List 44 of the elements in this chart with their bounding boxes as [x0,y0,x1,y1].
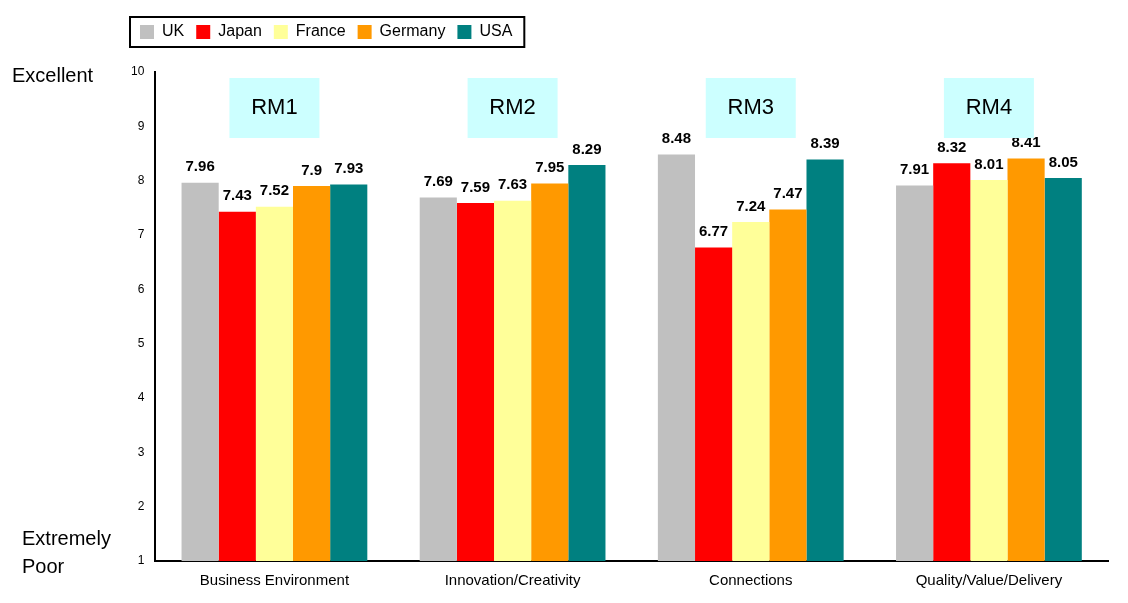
data-label: 8.05 [1048,152,1078,170]
annotation: RM3 [727,94,774,120]
data-label: 8.39 [810,134,840,152]
annotation: RM4 [965,94,1013,120]
x-tick-label: Quality/Value/Delivery [915,571,1063,589]
legend-label: Japan [218,22,262,40]
data-label: 8.01 [974,154,1004,172]
y-tick-label: 9 [137,118,145,133]
data-label: 7.96 [185,157,215,175]
data-label: 7.95 [535,158,565,176]
x-tick-label: Connections [709,571,793,589]
y-tick-label: 4 [137,390,145,405]
y-tick-label: 10 [130,64,145,79]
data-label: 7.9 [301,160,323,178]
data-label: 7.43 [222,186,252,204]
legend-label: UK [162,22,185,40]
text: Extremely Poor [22,526,111,577]
data-label: 7.24 [736,196,767,214]
data-label: 7.47 [773,184,803,202]
y-tick-label: 8 [137,172,145,187]
data-label: 7.52 [259,181,290,199]
data-label: 8.32 [937,137,967,155]
data-label: 7.59 [460,177,491,195]
data-label: 8.29 [572,139,602,157]
data-label: 6.77 [699,222,729,240]
data-label: 7.91 [900,160,930,178]
legend-label: Germany [379,22,446,40]
x-tick-label: Innovation/Creativity [444,571,582,589]
y-tick-label: 7 [137,227,145,242]
y-tick-label: 5 [137,335,145,350]
text: Excellent [12,63,94,86]
data-label: 7.63 [497,175,528,193]
legend-label: France [295,22,346,40]
data-label: 7.93 [334,159,364,177]
y-tick-label: 1 [137,553,145,568]
x-tick-label: Business Environment [199,571,350,589]
data-label: 7.69 [423,172,453,190]
legend-label: USA [479,22,513,40]
annotation: RM1 [251,94,298,120]
y-tick-label: 3 [137,444,145,459]
y-tick-label: 2 [137,498,145,513]
y-tick-label: 6 [137,281,145,296]
annotation: RM2 [489,94,536,120]
data-label: 8.48 [661,129,692,147]
